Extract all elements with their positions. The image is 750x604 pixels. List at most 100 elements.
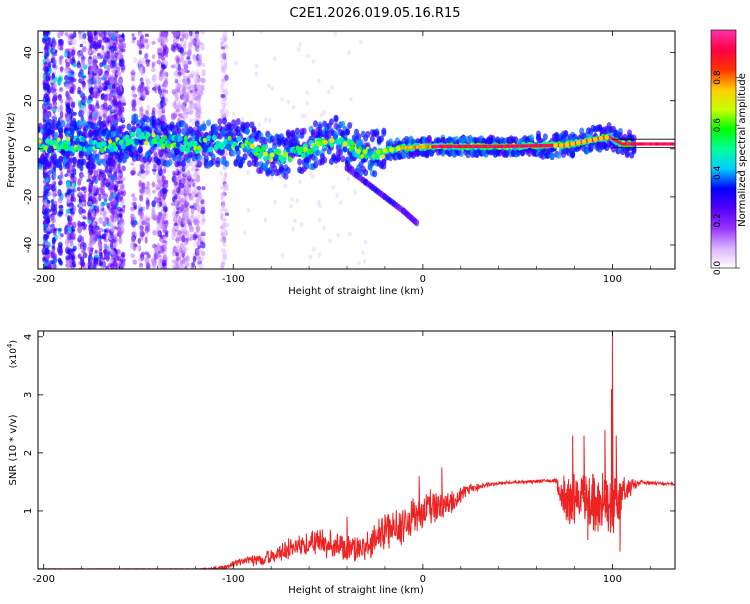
heatmap-cell xyxy=(175,74,181,78)
heatmap-cell xyxy=(81,158,86,166)
heatmap-cell xyxy=(186,56,191,60)
heatmap-cell xyxy=(285,166,291,174)
heatmap-cell xyxy=(52,41,56,50)
heatmap-cell xyxy=(153,184,159,188)
heatmap-cell xyxy=(44,189,50,194)
heatmap-cell xyxy=(174,166,178,175)
heatmap-cell xyxy=(80,186,85,192)
heatmap-cell xyxy=(106,41,110,50)
heatmap-cell xyxy=(181,238,186,242)
heatmap-cell xyxy=(52,236,56,245)
heatmap-cell xyxy=(181,88,186,94)
heatmap-cell xyxy=(105,232,111,239)
heatmap-cell xyxy=(164,79,169,86)
heatmap-cell xyxy=(177,113,181,117)
heatmap-cell xyxy=(118,60,122,67)
heatmap-cell xyxy=(83,105,88,113)
heatmap-cell xyxy=(77,86,81,93)
heatmap-cell xyxy=(221,261,225,265)
heatmap-cell xyxy=(346,176,351,182)
heatmap-cell xyxy=(221,177,227,182)
heatmap-cell xyxy=(220,201,226,207)
heatmap-cell xyxy=(291,226,295,232)
heatmap-cell xyxy=(109,39,114,45)
heatmap-cell xyxy=(45,42,51,50)
heatmap-cell xyxy=(91,77,97,85)
heatmap-cell xyxy=(65,64,70,69)
heatmap-cell xyxy=(169,124,175,132)
heatmap-cell xyxy=(220,41,225,45)
heatmap-cell xyxy=(190,261,196,268)
heatmap-cell xyxy=(328,118,334,126)
heatmap-cell xyxy=(293,218,297,224)
heatmap-cell xyxy=(130,162,135,166)
heatmap-cell xyxy=(45,259,50,264)
heatmap-cell xyxy=(222,185,228,190)
heatmap-cell xyxy=(118,238,123,243)
heatmap-cell xyxy=(196,249,200,253)
heatmap-cell xyxy=(70,193,75,200)
heatmap-cell xyxy=(81,80,86,88)
heatmap-cell xyxy=(176,127,182,135)
heatmap-cell xyxy=(137,31,142,36)
heatmap-cell xyxy=(76,120,82,128)
heatmap-cell xyxy=(64,48,70,54)
heatmap-cell xyxy=(94,254,100,258)
heatmap-cell xyxy=(188,99,194,104)
heatmap-cell xyxy=(158,73,164,82)
heatmap-cell xyxy=(112,197,117,206)
heatmap-cell xyxy=(99,107,103,115)
heatmap-cell xyxy=(347,121,353,129)
heatmap-cell xyxy=(193,55,197,59)
heatmap-cell xyxy=(68,40,73,46)
heatmap-cell xyxy=(80,59,85,63)
heatmap-cell xyxy=(224,222,230,228)
heatmap-cell xyxy=(153,163,157,169)
heatmap-cell xyxy=(146,188,152,197)
heatmap-cell xyxy=(44,199,48,207)
heatmap-cell xyxy=(51,38,56,44)
heatmap-cell xyxy=(140,72,144,76)
heatmap-cell xyxy=(139,213,145,220)
heatmap-cell xyxy=(158,88,163,95)
heatmap-cell xyxy=(93,91,97,96)
heatmap-cell xyxy=(188,262,193,268)
heatmap-cell xyxy=(542,133,548,141)
heatmap-cell xyxy=(246,207,251,213)
heatmap-cell xyxy=(220,213,226,221)
heatmap-cell xyxy=(161,87,166,94)
heatmap-cell xyxy=(106,51,111,60)
heatmap-cell xyxy=(270,175,274,181)
heatmap-cell xyxy=(92,62,96,71)
heatmap-cell xyxy=(45,81,50,89)
heatmap-cell xyxy=(91,228,96,235)
heatmap-cell xyxy=(156,166,161,171)
heatmap-cell xyxy=(110,174,115,182)
heatmap-cell xyxy=(196,78,201,84)
heatmap-cell xyxy=(88,186,93,194)
heatmap-cell xyxy=(58,155,64,163)
heatmap-cell xyxy=(223,59,228,67)
heatmap-cell xyxy=(72,205,77,213)
heatmap-cell xyxy=(162,254,168,260)
heatmap-cell xyxy=(175,108,181,113)
heatmap-cell xyxy=(157,36,162,43)
heatmap-cell xyxy=(305,100,310,106)
heatmap-cell xyxy=(219,212,224,221)
heatmap-cell xyxy=(95,217,100,222)
heatmap-cell xyxy=(101,45,105,51)
heatmap-cell xyxy=(195,32,200,38)
heatmap-cell xyxy=(322,225,326,231)
heatmap-cell xyxy=(78,31,82,35)
heatmap-cell xyxy=(200,42,205,51)
heatmap-cell xyxy=(192,202,197,206)
heatmap-cell xyxy=(46,55,51,63)
heatmap-cell xyxy=(298,42,302,47)
heatmap-cell xyxy=(347,231,352,237)
heatmap-cell xyxy=(193,102,198,111)
heatmap-cell xyxy=(59,104,63,112)
heatmap-cell xyxy=(141,94,147,99)
heatmap-cell xyxy=(196,186,201,191)
heatmap-cell xyxy=(161,244,167,252)
heatmap-cell xyxy=(549,152,555,160)
